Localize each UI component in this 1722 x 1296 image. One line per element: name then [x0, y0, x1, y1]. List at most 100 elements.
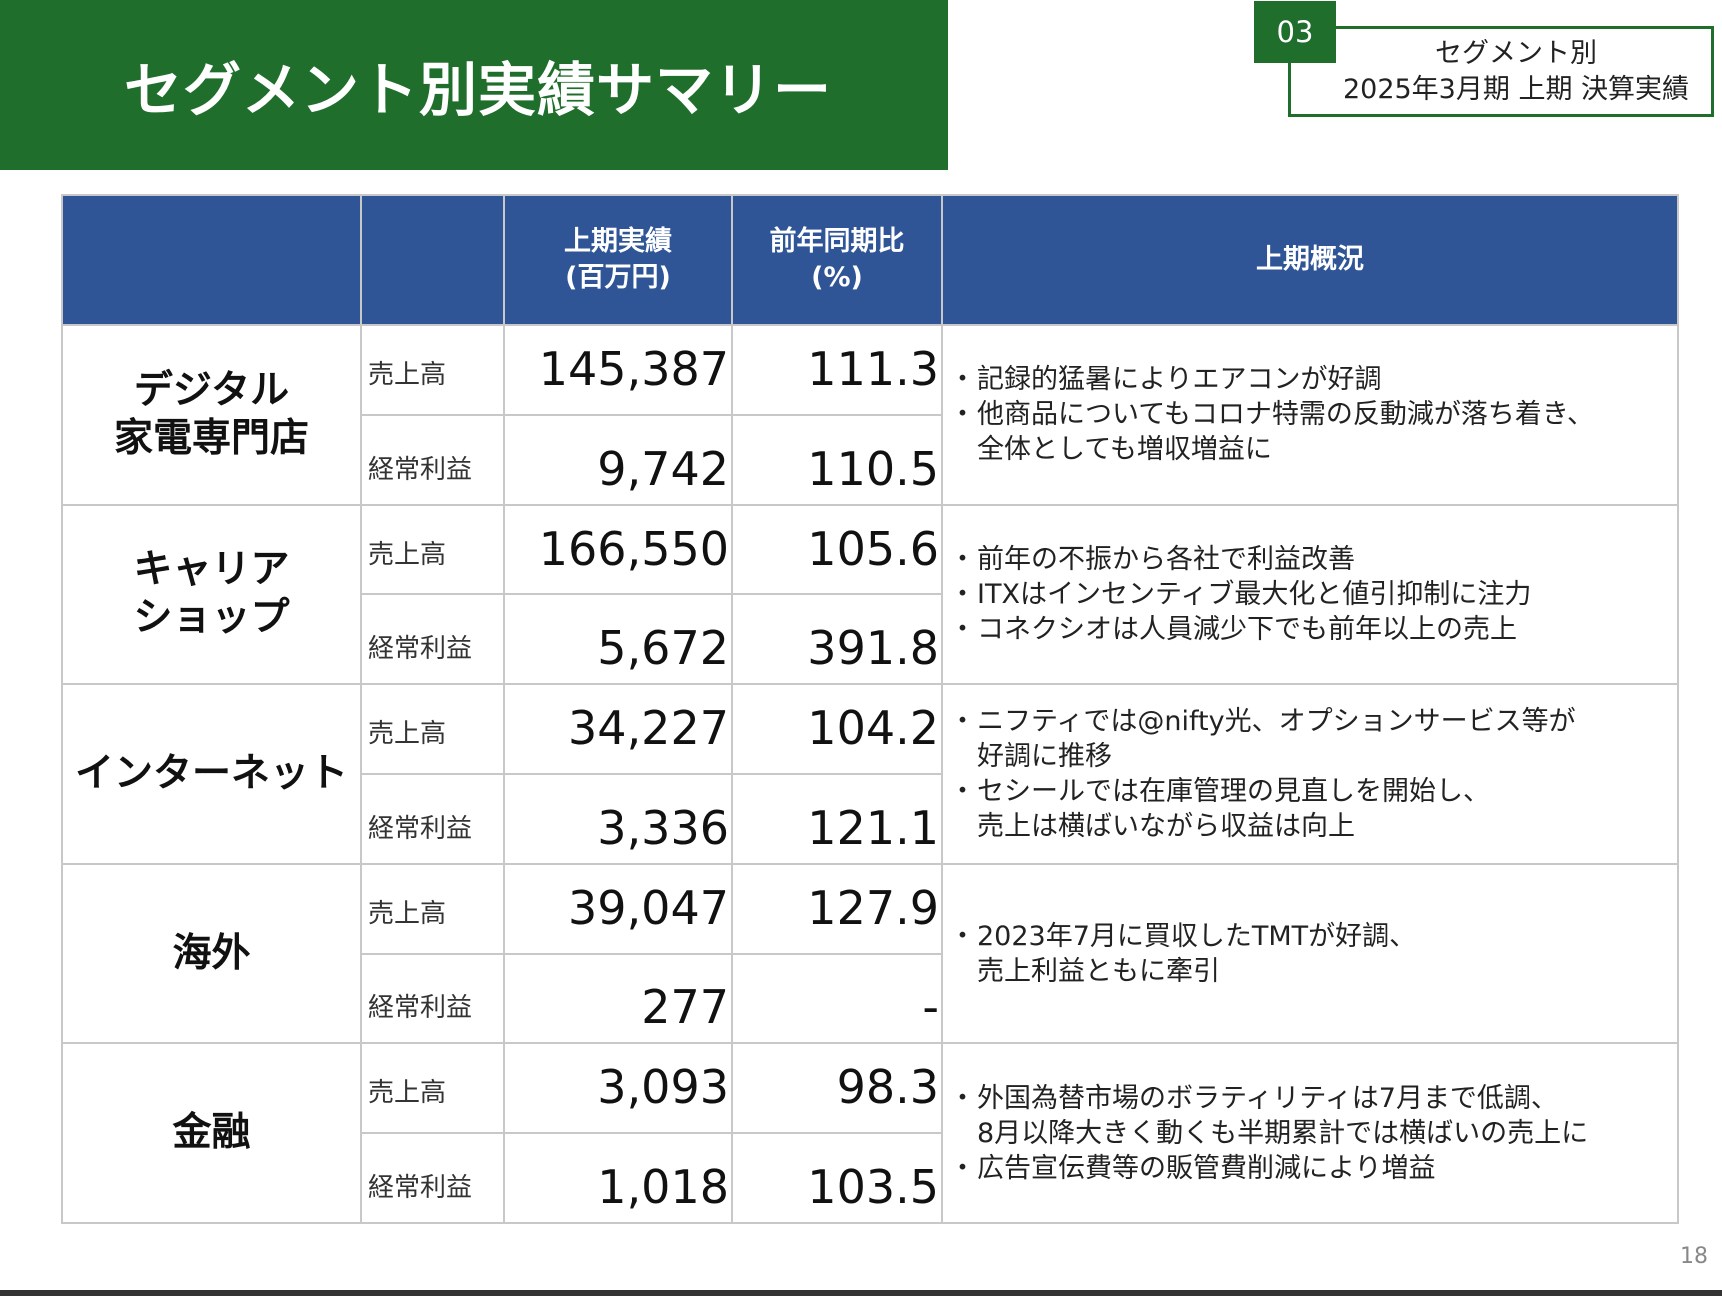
segment-name-line: インターネット: [74, 750, 348, 796]
header-actual-line1: 上期実績: [564, 226, 672, 257]
overview-note-line: コネクシオは人員減少下でも前年以上の売上: [977, 613, 1517, 645]
overview-note: 記録的猛暑によりエアコンが好調: [949, 362, 1657, 397]
overview-note: 他商品についてもコロナ特需の反動減が落ち着き、全体としても増収増益に: [949, 397, 1657, 467]
table-row: デジタル家電専門店売上高145,387111.3記録的猛暑によりエアコンが好調他…: [61, 324, 1679, 506]
header-yoy: 前年同期比 (%): [731, 194, 943, 326]
sales-yoy-value: 111.3: [731, 324, 943, 416]
segment-name-line: 海外: [172, 930, 251, 976]
header-actual: 上期実績 (百万円): [503, 194, 733, 326]
overview-notes-cell: 外国為替市場のボラティリティは7月まで低調、8月以降大きく動くも半期累計では横ば…: [941, 1042, 1679, 1224]
header-metric-cell: [360, 194, 505, 326]
overview-notes-list: 外国為替市場のボラティリティは7月まで低調、8月以降大きく動くも半期累計では横ば…: [949, 1081, 1657, 1186]
overview-notes-list: 2023年7月に買収したTMTが好調、売上利益ともに牽引: [949, 919, 1657, 989]
sales-value: 39,047: [503, 862, 733, 955]
segment-name-cell: デジタル 家電専門店: [61, 324, 362, 506]
profit-value: 3,336: [503, 772, 733, 865]
bottom-rule: [0, 1290, 1722, 1296]
table-header-row: 上期実績 (百万円) 前年同期比 (%) 上期概況: [61, 194, 1679, 326]
sales-yoy-value: 98.3: [731, 1042, 943, 1135]
overview-note: セシールでは在庫管理の見直しを開始し、売上は横ばいながら収益は向上: [949, 774, 1657, 844]
sales-value: 166,550: [503, 503, 733, 596]
metric-label-sales: 売上高: [360, 503, 505, 596]
section-label-box: セグメント別 2025年3月期 上期 決算実績: [1288, 26, 1714, 117]
profit-value: 1,018: [503, 1132, 733, 1224]
segment-name-cell: 海外: [61, 862, 362, 1045]
page-number: 18: [1680, 1244, 1708, 1269]
overview-note-line: 前年の不振から各社で利益改善: [977, 543, 1355, 575]
sales-value: 145,387: [503, 324, 733, 416]
profit-yoy-value: 103.5: [731, 1132, 943, 1224]
segment-name-line: デジタル: [133, 367, 290, 413]
profit-yoy-value: 121.1: [731, 772, 943, 865]
sales-value: 3,093: [503, 1042, 733, 1135]
overview-note-line: 売上利益ともに牽引: [977, 955, 1220, 987]
table-body: デジタル家電専門店売上高145,387111.3記録的猛暑によりエアコンが好調他…: [61, 324, 1679, 1224]
metric-label-sales: 売上高: [360, 683, 505, 775]
metric-label-sales: 売上高: [360, 862, 505, 955]
segment-name-line: 金融: [172, 1110, 251, 1156]
table-row: 経常利益 9,742 110.5: [62, 413, 1678, 506]
profit-value: 5,672: [503, 593, 733, 686]
table-row: 経常利益 1,018 103.5: [62, 1132, 1678, 1224]
page-title: セグメント別実績サマリー: [124, 56, 833, 124]
overview-note-line: ITXはインセンティブ最大化と値引抑制に注力: [977, 578, 1532, 610]
overview-note-line: 他商品についてもコロナ特需の反動減が落ち着き、: [977, 399, 1594, 431]
segment-name-line: 家電専門店: [113, 415, 309, 461]
overview-notes-cell: 前年の不振から各社で利益改善ITXはインセンティブ最大化と値引抑制に注力コネクシ…: [941, 503, 1679, 686]
overview-note-line: 外国為替市場のボラティリティは7月まで低調、: [977, 1082, 1558, 1114]
segment-name-line: ショップ: [133, 595, 290, 641]
profit-yoy-value: 391.8: [731, 593, 943, 686]
profit-value: 9,742: [503, 413, 733, 506]
segment-name-cell: 金融: [61, 1042, 362, 1224]
header-actual-line2: (百万円): [565, 262, 671, 293]
overview-note-line: ニフティでは@nifty光、オプションサービス等が: [977, 705, 1576, 737]
profit-value: 277: [503, 952, 733, 1045]
overview-note-line: 広告宣伝費等の販管費削減により増益: [977, 1152, 1436, 1184]
overview-note: コネクシオは人員減少下でも前年以上の売上: [949, 612, 1657, 647]
sales-yoy-value: 104.2: [731, 683, 943, 775]
metric-label-profit: 経常利益: [360, 772, 505, 865]
metric-label-profit: 経常利益: [360, 952, 505, 1045]
table-row: 金融売上高3,09398.3外国為替市場のボラティリティは7月まで低調、8月以降…: [61, 1042, 1679, 1224]
overview-note: 2023年7月に買収したTMTが好調、売上利益ともに牽引: [949, 919, 1657, 989]
metric-label-sales: 売上高: [360, 324, 505, 416]
header-segment-cell: [61, 194, 362, 326]
sales-yoy-value: 105.6: [731, 503, 943, 596]
table-row: 経常利益 5,672 391.8: [62, 593, 1678, 686]
sales-yoy-value: 127.9: [731, 862, 943, 955]
overview-note: 外国為替市場のボラティリティは7月まで低調、8月以降大きく動くも半期累計では横ば…: [949, 1081, 1657, 1151]
overview-note-line: 全体としても増収増益に: [977, 434, 1272, 466]
overview-notes-cell: ニフティでは@nifty光、オプションサービス等が好調に推移セシールでは在庫管理…: [941, 683, 1679, 865]
table-row: 海外売上高39,047127.92023年7月に買収したTMTが好調、売上利益と…: [61, 862, 1679, 1045]
overview-note-line: 2023年7月に買収したTMTが好調、: [977, 920, 1417, 952]
section-label-line2: 2025年3月期 上期 決算実績: [1342, 73, 1690, 105]
section-label-line1: セグメント別: [1435, 37, 1597, 69]
table-row: キャリアショップ売上高166,550105.6前年の不振から各社で利益改善ITX…: [61, 503, 1679, 686]
header-overview: 上期概況: [941, 194, 1679, 326]
overview-notes-cell: 記録的猛暑によりエアコンが好調他商品についてもコロナ特需の反動減が落ち着き、全体…: [941, 324, 1679, 506]
segment-name-cell: キャリア ショップ: [61, 503, 362, 686]
overview-note-line: 好調に推移: [977, 740, 1112, 772]
overview-notes-cell: 2023年7月に買収したTMTが好調、売上利益ともに牽引: [941, 862, 1679, 1045]
table-row: 経常利益 3,336 121.1: [62, 772, 1678, 865]
overview-note-line: 売上は横ばいながら収益は向上: [977, 810, 1355, 842]
table-row: インターネット売上高34,227104.2ニフティでは@nifty光、オプション…: [61, 683, 1679, 865]
overview-notes-list: ニフティでは@nifty光、オプションサービス等が好調に推移セシールでは在庫管理…: [949, 704, 1657, 844]
segment-name-line: キャリア: [133, 547, 290, 593]
overview-notes-list: 前年の不振から各社で利益改善ITXはインセンティブ最大化と値引抑制に注力コネクシ…: [949, 542, 1657, 647]
header-yoy-line2: (%): [811, 262, 863, 293]
header-yoy-line1: 前年同期比: [769, 226, 905, 257]
segment-name-cell: インターネット: [61, 683, 362, 865]
segment-summary-table: 上期実績 (百万円) 前年同期比 (%) 上期概況 デジタル 家電専門店 売上高 14…: [61, 194, 1679, 1224]
overview-note-line: 8月以降大きく動くも半期累計では横ばいの売上に: [977, 1117, 1589, 1149]
overview-notes-list: 記録的猛暑によりエアコンが好調他商品についてもコロナ特需の反動減が落ち着き、全体…: [949, 362, 1657, 467]
overview-note: 広告宣伝費等の販管費削減により増益: [949, 1151, 1657, 1186]
overview-note-line: セシールでは在庫管理の見直しを開始し、: [977, 775, 1490, 807]
overview-note: ITXはインセンティブ最大化と値引抑制に注力: [949, 577, 1657, 612]
title-bar: セグメント別実績サマリー: [0, 0, 948, 170]
profit-yoy-value: 110.5: [731, 413, 943, 506]
overview-note: 前年の不振から各社で利益改善: [949, 542, 1657, 577]
profit-yoy-value: -: [731, 952, 943, 1045]
metric-label-profit: 経常利益: [360, 593, 505, 686]
